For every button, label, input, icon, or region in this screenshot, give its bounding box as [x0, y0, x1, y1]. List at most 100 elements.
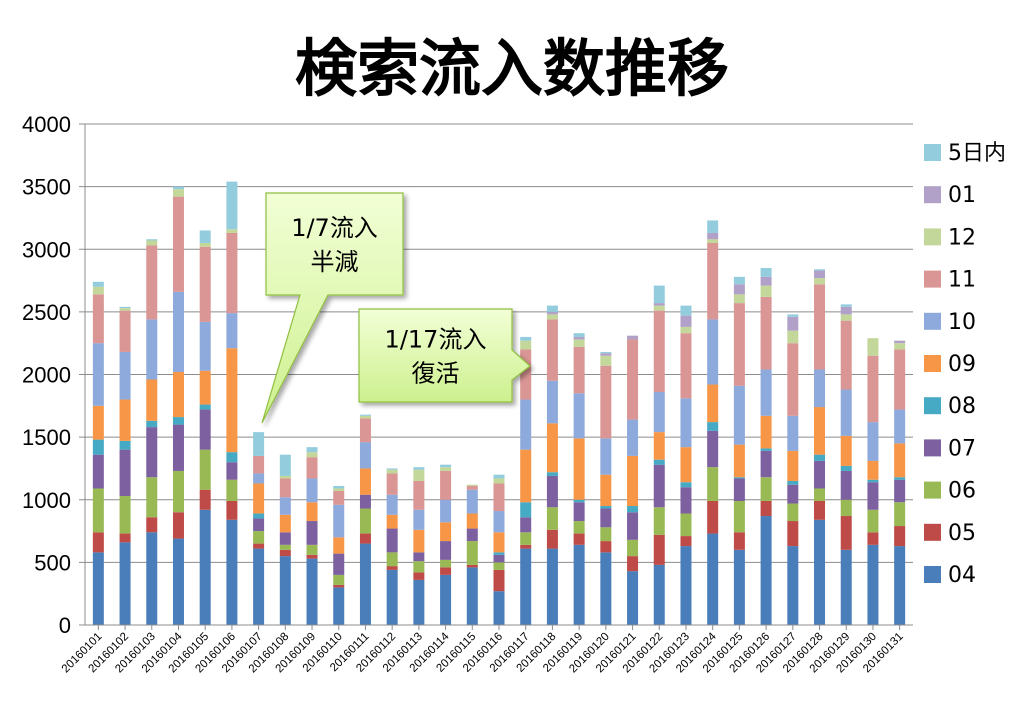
- bar-segment-04: [894, 546, 906, 625]
- bars: [92, 181, 906, 625]
- bar-segment-06: [440, 559, 452, 568]
- bar-segment-06: [760, 477, 772, 502]
- bar-segment-07: [279, 532, 291, 545]
- bar-segment-07: [253, 518, 265, 532]
- bar-segment-10: [172, 291, 184, 372]
- bar-segment-05: [413, 572, 425, 580]
- bar-segment-05: [680, 536, 692, 547]
- bar-segment-06: [493, 562, 505, 570]
- bar-segment-09: [733, 444, 745, 478]
- legend-label: 06: [948, 479, 976, 504]
- bar-segment-10: [814, 369, 826, 408]
- bar-segment-12: [814, 278, 826, 285]
- bar-segment-07: [199, 409, 211, 450]
- bar-segment-5日内: [760, 268, 772, 277]
- bar-segment-5日内: [680, 305, 692, 316]
- bar-segment-09: [386, 514, 398, 529]
- legend-label: 04: [948, 563, 976, 588]
- bar-segment-06: [119, 495, 131, 534]
- bar-segment-09: [226, 348, 238, 453]
- bar-segment-11: [840, 320, 852, 390]
- bar-segment-07: [333, 553, 345, 575]
- bar-segment-05: [119, 533, 131, 543]
- bar-segment-04: [680, 546, 692, 625]
- bar-segment-04: [279, 556, 291, 625]
- bar-segment-05: [440, 567, 452, 575]
- bar-segment-12: [787, 330, 799, 344]
- bar-segment-09: [119, 399, 131, 441]
- bar-segment-05: [359, 533, 371, 544]
- bar-segment-06: [627, 539, 639, 557]
- bar-segment-07: [894, 479, 906, 503]
- bar-segment-08: [680, 482, 692, 488]
- bar-segment-08: [894, 477, 906, 480]
- bar-segment-5日内: [146, 239, 158, 241]
- bar-segment-08: [653, 459, 665, 465]
- bar-segment-09: [199, 370, 211, 405]
- bar-segment-05: [867, 532, 879, 545]
- bar-segment-5日内: [787, 314, 799, 317]
- y-tick-label: 3500: [22, 175, 71, 200]
- bar-segment-5日内: [199, 230, 211, 243]
- legend-label: 11: [948, 268, 976, 293]
- bar-segment-12: [333, 488, 345, 491]
- bar-segment-07: [600, 508, 612, 528]
- bar-segment-10: [413, 509, 425, 530]
- bar-segment-11: [814, 284, 826, 370]
- bar-segment-12: [172, 189, 184, 197]
- bar-segment-04: [413, 579, 425, 625]
- bar-segment-07: [867, 482, 879, 510]
- bar-segment-5日内: [840, 304, 852, 307]
- bar-segment-06: [814, 488, 826, 502]
- y-tick-label: 3000: [22, 237, 71, 262]
- bar-segment-10: [279, 497, 291, 515]
- bar-segment-10: [707, 319, 719, 385]
- bar-segment-06: [333, 574, 345, 585]
- bar-segment-12: [546, 314, 558, 320]
- bar-segment-05: [226, 501, 238, 520]
- bar-segment-06: [92, 488, 104, 533]
- bar-segment-04: [814, 519, 826, 625]
- bar-segment-04: [653, 564, 665, 625]
- bar-segment-08: [226, 452, 238, 463]
- bar-segment-04: [787, 546, 799, 625]
- legend-swatch-06: [924, 481, 941, 499]
- legend-label: 07: [948, 436, 976, 461]
- bar-segment-5日内: [733, 276, 745, 285]
- bar-segment-07: [653, 464, 665, 508]
- bar-segment-05: [386, 566, 398, 570]
- legend-label: 09: [948, 352, 976, 377]
- bar-segment-10: [680, 398, 692, 448]
- legend-swatch-12: [924, 228, 941, 246]
- legend-swatch-05: [924, 523, 941, 541]
- bar-segment-12: [733, 294, 745, 304]
- bar-segment-5日内: [253, 432, 265, 456]
- bar-segment-09: [840, 435, 852, 466]
- bar-segment-10: [199, 321, 211, 371]
- bar-segment-09: [573, 438, 585, 500]
- bar-segment-05: [733, 532, 745, 550]
- bar-segment-11: [760, 296, 772, 370]
- bar-segment-06: [413, 561, 425, 573]
- bar-segment-5日内: [440, 464, 452, 468]
- bar-segment-5日内: [359, 414, 371, 416]
- x-tick-labels: 2016010120160102201601032016010420160105…: [60, 625, 906, 675]
- bar-segment-07: [146, 427, 158, 478]
- bar-segment-01: [573, 336, 585, 340]
- callout-2: [358, 308, 531, 403]
- bar-segment-10: [493, 511, 505, 533]
- bar-segment-04: [333, 587, 345, 625]
- bar-segment-5日内: [226, 181, 238, 230]
- bar-segment-10: [146, 319, 158, 380]
- bar-segment-09: [520, 449, 532, 503]
- bar-segment-09: [680, 447, 692, 483]
- bar-segment-04: [226, 519, 238, 625]
- bar-segment-07: [733, 478, 745, 502]
- bar-segment-04: [573, 544, 585, 625]
- bar-segment-07: [413, 552, 425, 562]
- bar-segment-11: [707, 242, 719, 320]
- bar-segment-01: [653, 303, 665, 306]
- bar-segment-11: [680, 333, 692, 399]
- bar-segment-10: [253, 473, 265, 484]
- bar-segment-04: [627, 571, 639, 625]
